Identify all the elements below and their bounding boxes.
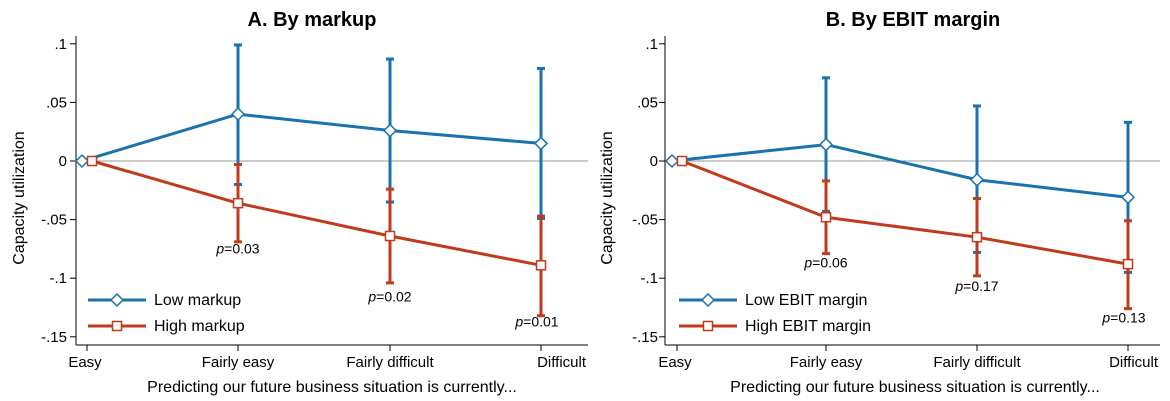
legend-marker [109, 292, 125, 308]
data-point [533, 136, 549, 151]
legend-marker [702, 320, 714, 332]
chart-title: A. By markup [248, 9, 377, 31]
data-point [230, 107, 246, 122]
data-point [969, 172, 985, 187]
data-point [535, 260, 547, 271]
x-tick-label: Easy [68, 354, 102, 371]
legend: Low markup High markup [88, 292, 245, 335]
p-symbol: p [1101, 310, 1110, 326]
legend-label: Low markup [154, 292, 241, 309]
y-tick-label: -.05 [41, 212, 67, 229]
x-tick-label: Fairly easy [790, 354, 863, 371]
x-axis-label: Predicting our future business situation… [147, 379, 517, 396]
y-tick-label: 0 [650, 153, 658, 170]
p-value-annotation: p=0.02 [367, 289, 411, 305]
y-tick-label: 0 [59, 153, 67, 170]
x-tick-label: Fairly difficult [933, 354, 1021, 371]
data-point [232, 197, 244, 209]
series-low [664, 76, 1136, 274]
series-high [676, 155, 1134, 311]
p-value: =0.03 [224, 241, 260, 257]
p-value: =0.17 [963, 278, 999, 294]
data-point [818, 137, 834, 152]
p-symbol: p [514, 313, 523, 329]
data-point [820, 212, 832, 223]
x-tick-label: Fairly difficult [346, 354, 434, 371]
p-value-annotation: p=0.03 [215, 241, 259, 257]
y-tick-label: -.1 [49, 270, 67, 287]
p-symbol: p [803, 255, 812, 271]
data-point [676, 155, 688, 167]
data-point [382, 123, 398, 138]
p-value-annotation: p=0.01 [514, 313, 558, 329]
y-tick-label: -.05 [632, 212, 658, 229]
p-value-annotation: p=0.13 [1101, 310, 1145, 326]
y-tick-label: -.15 [632, 329, 658, 346]
p-value: =0.02 [376, 289, 412, 305]
x-tick-label: Fairly easy [202, 354, 275, 371]
legend-marker [700, 292, 716, 308]
legend-label: Low EBIT margin [745, 292, 867, 309]
chart-panel-a: A. By markup .1 .05 0 -.05 -.1 -.15 Capacity ut… [11, 9, 588, 396]
y-tick-label: .05 [637, 94, 658, 111]
y-axis-label: Capacity utilization [11, 131, 28, 264]
legend-marker [111, 320, 123, 332]
data-point [384, 230, 396, 242]
p-value: =0.06 [812, 255, 848, 271]
series-high [86, 155, 547, 318]
data-point [971, 231, 983, 243]
y-tick-label: -.15 [41, 329, 67, 346]
p-value: =0.13 [1110, 310, 1146, 326]
p-symbol: p [367, 289, 376, 305]
series-line [81, 112, 542, 163]
y-tick-label: -.1 [640, 270, 658, 287]
p-value-annotation: p=0.17 [954, 278, 998, 294]
x-axis-label: Predicting our future business situation… [730, 379, 1100, 396]
data-point [664, 153, 680, 169]
legend-label: High EBIT margin [745, 318, 871, 335]
data-point [1120, 190, 1136, 205]
p-value-annotation: p=0.06 [803, 255, 847, 271]
y-axis-label: Capacity utilization [599, 131, 616, 264]
p-value: =0.01 [523, 313, 559, 329]
legend: Low EBIT margin High EBIT margin [679, 292, 871, 335]
data-point [1122, 258, 1134, 270]
x-tick-label: Difficult [1109, 354, 1159, 371]
x-tick-label: Difficult [537, 354, 587, 371]
series-low [74, 43, 549, 220]
p-symbol: p [954, 278, 963, 294]
y-tick-label: .05 [46, 94, 67, 111]
y-tick-label: .1 [645, 36, 658, 53]
p-symbol: p [215, 241, 224, 257]
data-point [86, 155, 98, 167]
data-point [74, 153, 90, 169]
legend-label: High markup [154, 318, 245, 335]
series-line [671, 143, 1129, 199]
chart-panel-b: B. By EBIT margin .1 .05 0 -.05 -.1 -.15 Capaci… [599, 9, 1160, 396]
x-tick-label: Easy [658, 354, 692, 371]
series-line [91, 159, 542, 267]
y-tick-label: .1 [54, 36, 67, 53]
chart-title: B. By EBIT margin [826, 9, 1000, 31]
series-line [681, 159, 1129, 266]
